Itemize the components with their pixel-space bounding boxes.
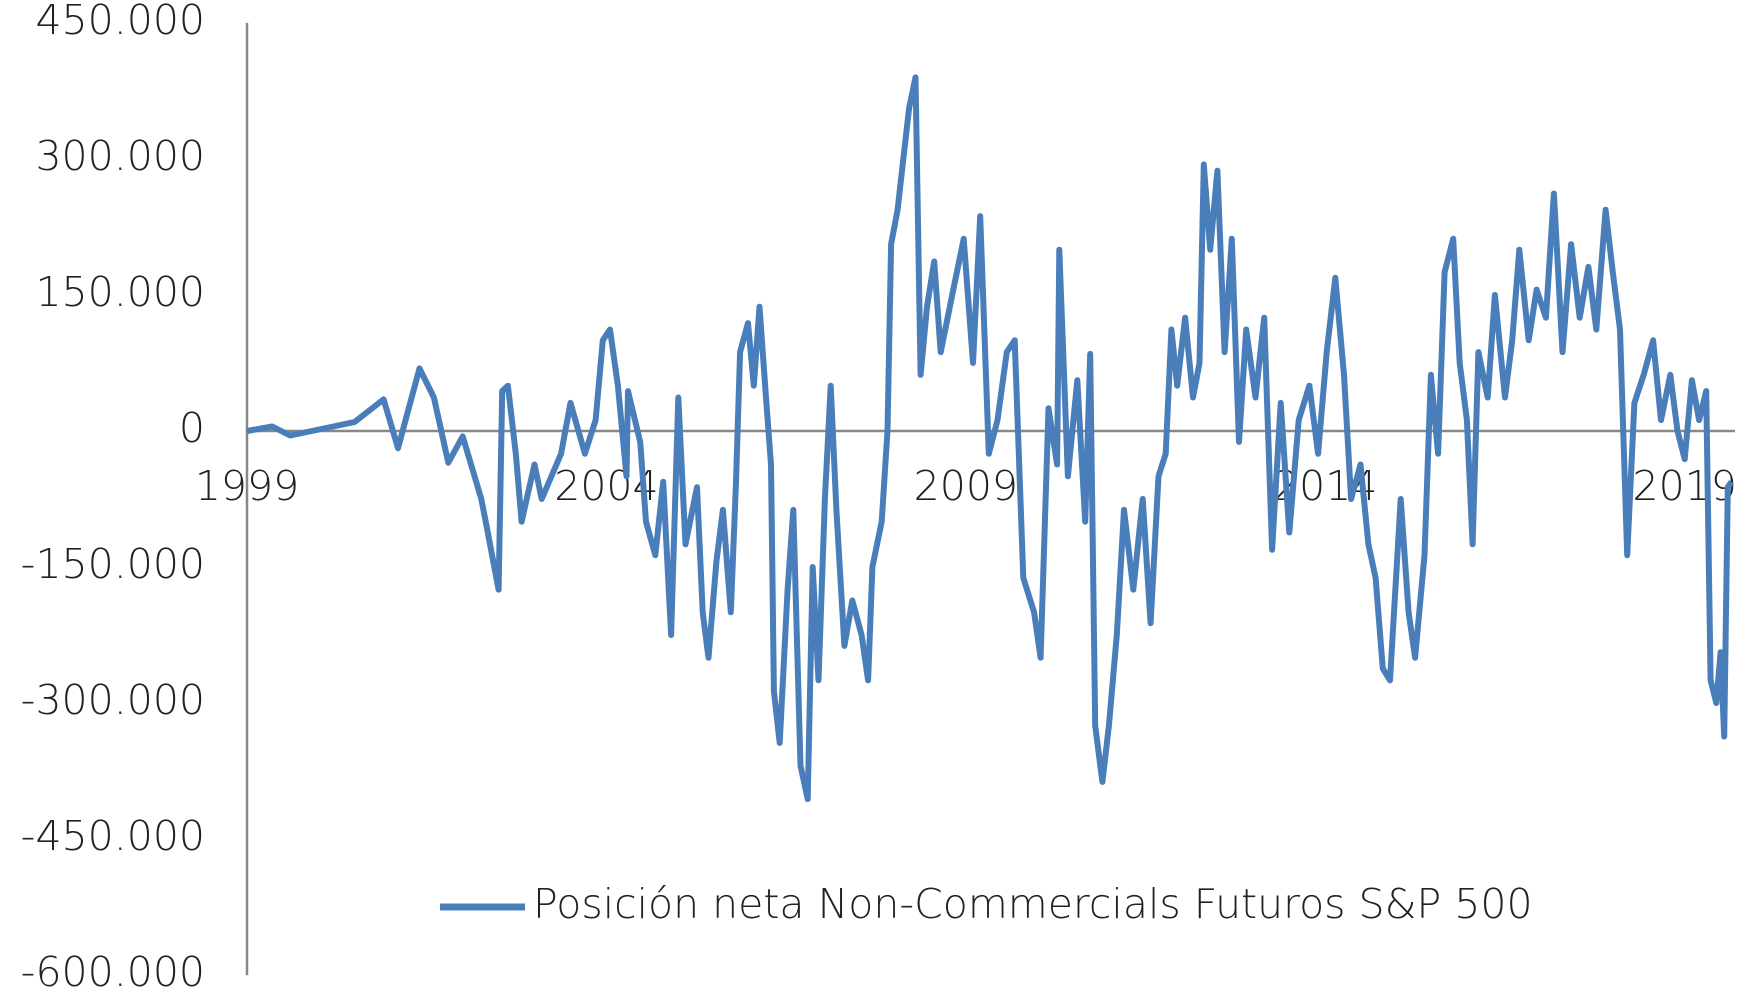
y-tick-label: -600.000 (21, 948, 205, 996)
y-tick-label: -300.000 (21, 676, 205, 724)
legend-label: Posición neta Non-Commercials Futuros S&… (533, 880, 1533, 928)
series-line (246, 74, 1734, 803)
x-tick-label: 2009 (914, 462, 1018, 510)
y-tick-label: 0 (179, 404, 205, 452)
y-tick-label: 450.000 (35, 0, 205, 44)
y-tick-label: -150.000 (21, 540, 205, 588)
y-tick-label: 150.000 (35, 268, 205, 316)
y-tick-label: 300.000 (35, 132, 205, 180)
x-tick-label: 2019 (1633, 462, 1737, 510)
x-tick-label: 1999 (195, 462, 299, 510)
y-tick-label: -450.000 (21, 812, 205, 860)
